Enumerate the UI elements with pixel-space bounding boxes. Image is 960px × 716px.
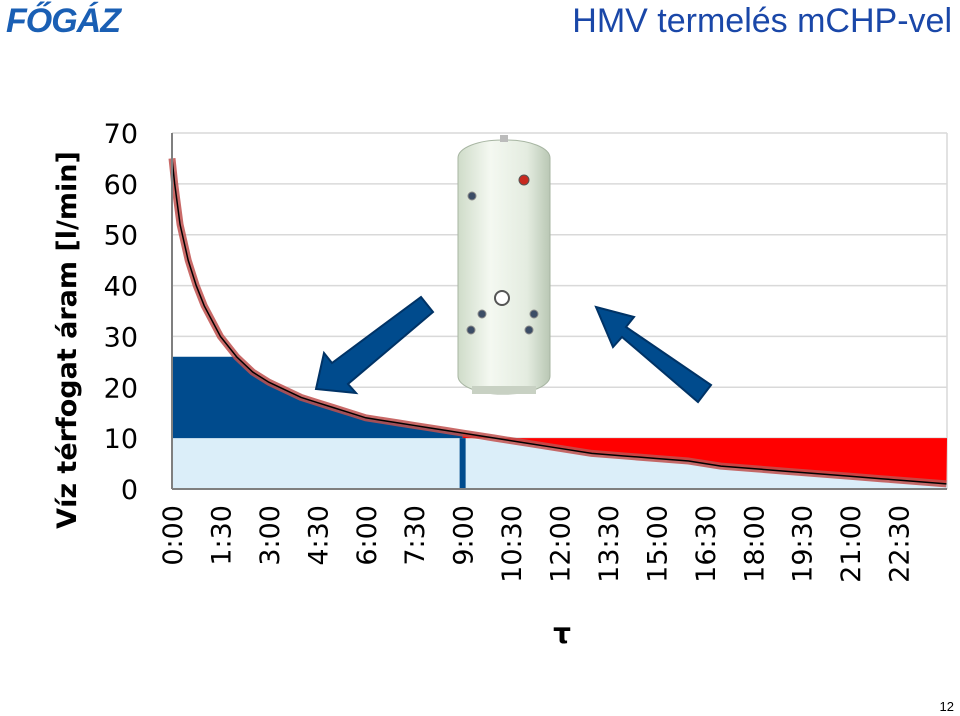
x-tick-label: 0:00 [158,505,189,566]
chart-areas [172,356,947,489]
x-tick-label: 21:00 [836,505,867,583]
x-tick-label: 22:30 [885,505,916,583]
y-tick-label: 20 [104,373,138,404]
y-tick-labels: 0 10 20 30 40 50 60 70 [104,119,138,506]
y-tick-label: 40 [104,272,138,303]
x-tick-label: 18:00 [739,505,770,583]
x-tick-label: 4:30 [303,505,334,566]
y-axis-title: Víz térfogat áram [l/min] [52,151,83,529]
y-tick-label: 10 [104,424,138,455]
y-tick-label: 60 [104,170,138,201]
x-tick-label: 1:30 [206,505,237,566]
x-tick-label: 16:30 [691,505,722,583]
x-tick-label: 3:00 [255,505,286,566]
x-tick-label: 6:00 [352,505,383,566]
arrow-left-down-icon [314,295,435,395]
x-tick-label: 9:00 [449,505,480,566]
page-number: 12 [939,699,954,714]
x-tick-label: 7:30 [400,505,431,566]
x-tick-label: 12:00 [546,505,577,583]
fogaz-logo: FŐGÁZ [6,2,121,40]
hot-water-storage-tank-image [457,135,551,395]
x-tick-label: 13:30 [594,505,625,583]
y-tick-label: 30 [104,322,138,353]
slide-title: HMV termelés mCHP-vel [572,2,952,40]
y-tick-label: 70 [104,119,138,150]
x-tick-label: 19:30 [788,505,819,583]
base-load-area [172,438,947,489]
chart-axes [171,133,947,490]
x-axis-title: τ [553,617,571,650]
y-tick-label: 0 [121,475,138,506]
x-tick-label: 15:00 [642,505,673,583]
y-tick-label: 50 [104,221,138,252]
arrow-right-up-icon [594,305,713,404]
x-tick-labels: 0:00 1:30 3:00 4:30 6:00 7:30 9:00 10:30 12:00 13… [158,505,916,583]
x-tick-label: 10:30 [497,505,528,583]
storage-area [172,356,463,439]
demand-curve [168,158,947,489]
demand-curve-outline [171,158,947,485]
